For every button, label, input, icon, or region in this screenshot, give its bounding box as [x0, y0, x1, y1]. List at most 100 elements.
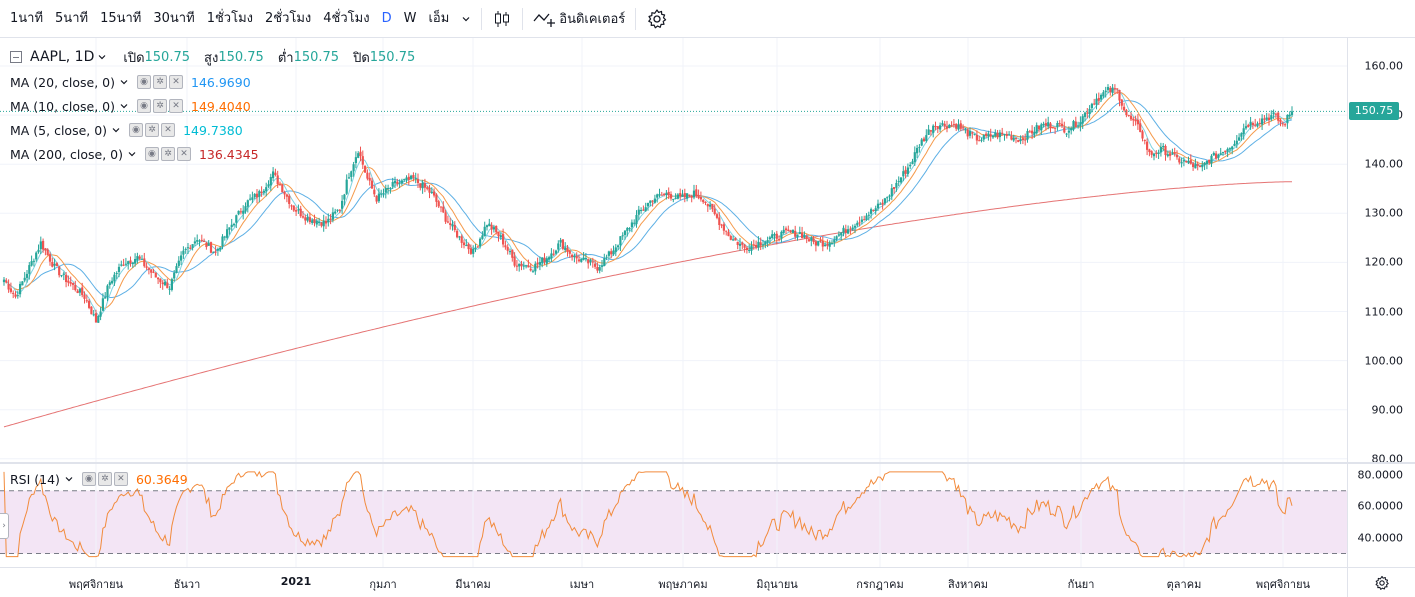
chevron-down-icon[interactable]	[97, 52, 107, 62]
timeframe-5m[interactable]: 5นาที	[55, 10, 89, 26]
candle	[612, 245, 615, 256]
rsi-scale[interactable]: 80.0000 60.0000 40.0000	[1347, 464, 1415, 567]
symbol-title[interactable]: AAPL, 1D	[30, 49, 95, 65]
candle-body	[1231, 146, 1234, 150]
candle	[354, 151, 357, 169]
eye-icon[interactable]: ◉	[137, 99, 152, 113]
study-title[interactable]: MA (20, close, 0)	[10, 74, 116, 90]
rsi-pane[interactable]	[0, 464, 1347, 567]
eye-icon[interactable]: ◉	[137, 75, 152, 89]
chevron-down-icon[interactable]	[111, 125, 121, 135]
candle-body	[412, 175, 415, 178]
candle-body	[941, 123, 944, 125]
study-title[interactable]: MA (200, close, 0)	[10, 146, 123, 162]
candle	[159, 278, 162, 289]
candle	[702, 198, 705, 204]
study-title[interactable]: MA (10, close, 0)	[10, 98, 116, 114]
collapse-legend-icon[interactable]	[10, 51, 22, 63]
candle	[499, 232, 502, 240]
candle-body	[525, 265, 528, 267]
timeframe-1m[interactable]: 1นาที	[10, 10, 44, 26]
candle	[306, 213, 309, 223]
pane-collapse-handle[interactable]: ›	[0, 513, 9, 539]
candle	[1180, 157, 1183, 168]
candle	[858, 216, 861, 227]
candle-body	[274, 172, 277, 176]
study-title[interactable]: MA (5, close, 0)	[10, 122, 108, 138]
candle-body	[853, 225, 857, 228]
candle-body	[308, 217, 311, 223]
candle-body	[1143, 139, 1146, 141]
chevron-down-icon[interactable]	[127, 149, 137, 159]
candle-body	[789, 230, 792, 233]
close-icon[interactable]: ✕	[161, 123, 176, 137]
candle	[405, 175, 408, 183]
candle-body	[1054, 127, 1057, 129]
chevron-down-icon[interactable]	[119, 101, 129, 111]
price-chart-canvas[interactable]	[0, 38, 1347, 462]
candle-body	[554, 250, 558, 254]
eye-icon[interactable]: ◉	[129, 123, 144, 137]
time-axis[interactable]: พฤศจิกายน ธันวา 2021 กุมภา มีนาคม เมษา พฤษภาคม…	[0, 567, 1347, 597]
close-icon[interactable]: ✕	[176, 147, 191, 161]
close-label: ปิด	[353, 50, 370, 66]
candle-body	[536, 262, 539, 265]
chevron-down-icon[interactable]	[119, 77, 129, 87]
candle	[48, 252, 52, 266]
chevron-down-icon[interactable]	[64, 474, 74, 484]
candle	[497, 231, 500, 242]
settings-icon[interactable]: ✲	[153, 75, 168, 89]
candle-body	[1037, 125, 1041, 130]
candle	[656, 193, 659, 203]
candle-body	[1086, 112, 1089, 114]
candle	[32, 258, 35, 267]
candle-body	[745, 247, 748, 251]
candle	[564, 242, 567, 253]
timeframe-15m[interactable]: 15นาที	[100, 10, 142, 26]
timeframe-30m[interactable]: 30นาที	[153, 10, 195, 26]
study-legend-ma200: MA (200, close, 0) ◉ ✲ ✕ 136.4345	[10, 143, 259, 165]
study-value: 146.9690	[191, 74, 251, 90]
eye-icon[interactable]: ◉	[81, 472, 96, 486]
chart-settings-button[interactable]	[640, 6, 674, 32]
candle-body	[329, 218, 332, 220]
candle	[488, 218, 491, 227]
candle-body	[1079, 122, 1082, 126]
timeframe-4h[interactable]: 4ชั่วโมง	[323, 10, 370, 26]
close-icon[interactable]: ✕	[113, 472, 128, 486]
candle	[667, 187, 670, 200]
price-pane[interactable]	[0, 38, 1347, 462]
candle	[329, 214, 332, 225]
candle	[458, 235, 461, 241]
indicators-button[interactable]: อินดิเคเตอร์	[527, 6, 631, 32]
timeframe-1d[interactable]: D	[381, 10, 392, 26]
candle-body	[262, 190, 265, 193]
candle-body	[688, 194, 691, 196]
close-icon[interactable]: ✕	[169, 99, 184, 113]
candle	[152, 268, 155, 274]
candle-body	[626, 228, 629, 231]
candle-body	[120, 264, 123, 266]
candle-body	[1286, 114, 1289, 124]
timeframe-1h[interactable]: 1ชั่วโมง	[206, 10, 253, 26]
candle-body	[416, 179, 420, 184]
timeframe-1w[interactable]: W	[403, 10, 417, 26]
scale-settings-button[interactable]	[1347, 567, 1415, 597]
candle-body	[25, 273, 29, 278]
timeframe-2h[interactable]: 2ชั่วโมง	[264, 10, 312, 26]
candle	[1208, 159, 1211, 165]
eye-icon[interactable]: ◉	[144, 147, 159, 161]
settings-icon[interactable]: ✲	[153, 99, 168, 113]
rsi-chart-canvas[interactable]	[0, 464, 1347, 567]
settings-icon[interactable]: ✲	[160, 147, 175, 161]
settings-icon[interactable]: ✲	[97, 472, 112, 486]
candles-chart-type-icon[interactable]	[486, 6, 518, 32]
timeframe-dropdown-icon[interactable]	[455, 6, 477, 32]
settings-icon[interactable]: ✲	[145, 123, 160, 137]
study-title[interactable]: RSI (14)	[10, 471, 60, 487]
candle	[442, 201, 445, 213]
candle	[596, 262, 599, 274]
pane-separator[interactable]	[0, 462, 1415, 464]
timeframe-1mo[interactable]: เอ็ม	[428, 10, 450, 26]
close-icon[interactable]: ✕	[169, 75, 184, 89]
